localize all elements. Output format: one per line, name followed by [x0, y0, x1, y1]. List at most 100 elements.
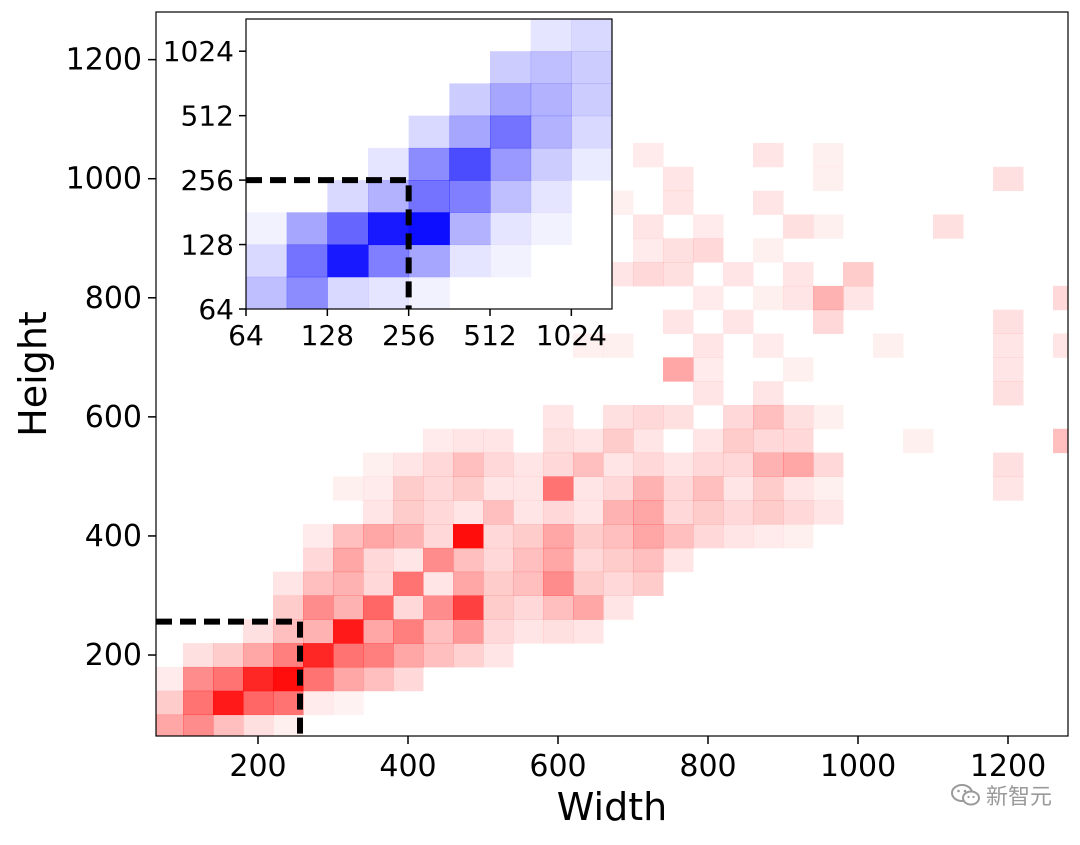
heatmap-cell — [603, 595, 634, 620]
heatmap-cell — [573, 524, 604, 549]
heatmap-cell — [363, 619, 394, 644]
heatmap-cell — [1053, 285, 1068, 311]
heatmap-cell — [483, 571, 514, 596]
inset-heatmap-cell — [530, 180, 572, 213]
main-plot-frame — [155, 11, 1069, 737]
heatmap-cell — [273, 714, 304, 736]
heatmap-cell — [663, 500, 694, 525]
inset-heatmap-cell — [571, 19, 612, 52]
inset-heatmap-cell — [490, 147, 532, 181]
y-tick-label: 200 — [85, 638, 142, 673]
inset-heatmap-cell — [408, 212, 450, 246]
heatmap-cell — [453, 595, 484, 620]
heatmap-cell — [393, 643, 424, 668]
inset-heatmap-cell — [368, 212, 410, 246]
inset-heatmap-cell — [408, 244, 450, 278]
heatmap-cell — [423, 595, 454, 620]
heatmap-cell — [543, 619, 574, 644]
heatmap-cell — [303, 571, 334, 596]
inset-heatmap-cell — [408, 180, 450, 213]
heatmap-cell — [363, 500, 394, 525]
watermark: 新智元 — [950, 779, 1052, 811]
heatmap-cell — [663, 547, 694, 573]
heatmap-cell — [753, 142, 784, 168]
heatmap-cell — [693, 214, 724, 239]
heatmap-cell — [603, 428, 634, 454]
heatmap-cell — [603, 524, 634, 549]
heatmap-cell — [603, 476, 634, 501]
inset-heatmap-cell — [571, 51, 612, 84]
heatmap-cell — [633, 428, 664, 454]
inset-heatmap-cell — [408, 115, 450, 149]
heatmap-cell — [663, 166, 694, 192]
heatmap-cell — [573, 333, 604, 358]
heatmap-cell — [363, 547, 394, 573]
heatmap-cell — [183, 690, 214, 716]
heatmap-cell — [543, 452, 574, 477]
heatmap-cell — [573, 428, 604, 454]
heatmap-cell — [423, 619, 454, 644]
heatmap-cell — [543, 547, 574, 573]
watermark-text: 新智元 — [985, 785, 1052, 810]
inset-heatmap-cell — [490, 83, 532, 117]
heatmap-cell — [513, 476, 544, 501]
heatmap-cell — [273, 595, 304, 620]
heatmap-cell — [333, 571, 364, 596]
heatmap-cell — [783, 214, 814, 239]
heatmap-cell — [453, 476, 484, 501]
heatmap-cell — [156, 666, 184, 692]
heatmap-cell — [783, 428, 814, 454]
heatmap-cell — [783, 524, 814, 549]
inset-heatmap-cell — [490, 115, 532, 149]
heatmap-cell — [993, 357, 1024, 382]
inset-heatmap-cell — [408, 276, 450, 309]
inset-heatmap-cell — [246, 244, 288, 278]
heatmap-cell — [753, 452, 784, 477]
y-tick-label: 1200 — [66, 43, 142, 78]
inset-heatmap-cell — [571, 83, 612, 117]
heatmap-cell — [843, 285, 874, 311]
heatmap-cell — [993, 309, 1024, 335]
heatmap-cell — [363, 476, 394, 501]
inset-x-tick-label: 128 — [301, 319, 354, 352]
heatmap-cell — [183, 643, 214, 668]
inset-heatmap-cell — [368, 276, 410, 309]
heatmap-cell — [663, 357, 694, 382]
heatmap-cell — [813, 476, 844, 501]
heatmap-cell — [333, 595, 364, 620]
heatmap-cell — [453, 428, 484, 454]
heatmap-cell — [513, 571, 544, 596]
heatmap-cell — [723, 404, 754, 430]
heatmap-cell — [693, 357, 724, 382]
heatmap-cell — [213, 714, 244, 736]
inset-x-tick-label: 512 — [463, 319, 516, 352]
heatmap-cell — [633, 524, 664, 549]
heatmap-cell — [603, 404, 634, 430]
heatmap-cell — [993, 166, 1024, 192]
heatmap-cell — [363, 571, 394, 596]
heatmap-cell — [543, 595, 574, 620]
heatmap-cell — [183, 714, 214, 736]
heatmap-cell — [333, 547, 364, 573]
heatmap-cell — [303, 666, 334, 692]
heatmap-cell — [453, 571, 484, 596]
heatmap-cell — [813, 142, 844, 168]
inset-x-tick-label: 64 — [228, 319, 264, 352]
heatmap-cell — [813, 404, 844, 430]
heatmap-cell — [303, 524, 334, 549]
heatmap-cell — [393, 500, 424, 525]
y-tick-label: 600 — [85, 400, 142, 435]
heatmap-cell — [813, 166, 844, 192]
heatmap-cell — [663, 404, 694, 430]
heatmap-cell — [243, 714, 274, 736]
heatmap-cell — [363, 595, 394, 620]
heatmap-cell — [873, 333, 904, 358]
heatmap-cell — [423, 643, 454, 668]
inset-heatmap-cell — [368, 244, 410, 278]
heatmap-cell — [783, 285, 814, 311]
heatmap-cell — [753, 404, 784, 430]
inset-heatmap-cell — [286, 244, 328, 278]
x-tick-label: 400 — [379, 749, 436, 784]
inset-y-tick-label: 512 — [181, 100, 234, 133]
heatmap-cell — [573, 452, 604, 477]
